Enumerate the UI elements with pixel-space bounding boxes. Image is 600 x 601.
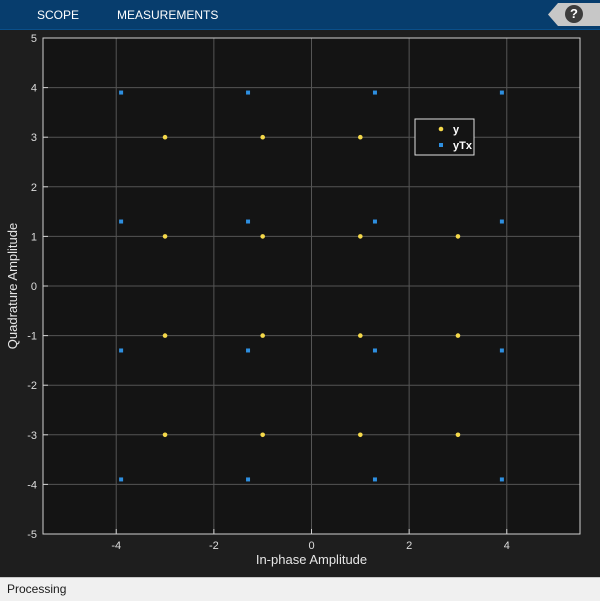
legend-marker-ytx bbox=[439, 143, 443, 147]
legend-label: y bbox=[453, 124, 460, 136]
x-axis-label: In-phase Amplitude bbox=[256, 552, 367, 567]
data-point-ytx bbox=[372, 90, 377, 95]
data-point-y bbox=[260, 432, 265, 438]
data-point-ytx bbox=[119, 219, 124, 224]
plot-area: -4 -2 0 2 4 -5 -4 -3 -2 -1 0 1 2 3 4 5 In-phase Amplitud… bbox=[0, 30, 600, 577]
data-point-ytx bbox=[499, 219, 504, 224]
legend-marker-y bbox=[438, 126, 444, 132]
data-point-y bbox=[455, 234, 461, 239]
data-point-y bbox=[162, 234, 168, 239]
data-point-y bbox=[455, 432, 461, 438]
data-point-ytx bbox=[246, 477, 251, 482]
y-tick-label: -4 bbox=[27, 479, 37, 491]
x-tick-label: 0 bbox=[308, 540, 314, 552]
data-point-ytx bbox=[246, 90, 251, 95]
data-point-y bbox=[455, 333, 461, 338]
data-point-ytx bbox=[499, 477, 504, 482]
y-tick-label: 4 bbox=[31, 83, 37, 95]
tab-scope[interactable]: SCOPE bbox=[37, 8, 80, 22]
data-point-y bbox=[162, 134, 168, 140]
x-tick-label: 4 bbox=[504, 540, 510, 552]
y-tick-label: 2 bbox=[31, 182, 37, 194]
x-tick-label: -2 bbox=[209, 540, 219, 552]
data-point-y bbox=[162, 333, 168, 338]
tab-measurements[interactable]: MEASUREMENTS bbox=[117, 8, 219, 22]
data-point-ytx bbox=[246, 348, 251, 353]
help-icon[interactable]: ? bbox=[565, 5, 583, 23]
y-tick-label: 3 bbox=[31, 132, 37, 144]
data-point-ytx bbox=[499, 348, 504, 353]
status-text: Processing bbox=[7, 582, 67, 596]
data-point-ytx bbox=[499, 90, 504, 95]
y-tick-label: -2 bbox=[27, 380, 37, 392]
data-point-ytx bbox=[119, 477, 124, 482]
data-point-y bbox=[162, 432, 168, 438]
data-point-ytx bbox=[246, 219, 251, 224]
y-tick-label: -1 bbox=[27, 331, 37, 343]
data-point-y bbox=[260, 134, 265, 140]
data-point-y bbox=[358, 432, 363, 438]
y-tick-label: 5 bbox=[31, 33, 37, 45]
data-point-y bbox=[358, 234, 363, 239]
data-point-y bbox=[260, 234, 265, 239]
x-tick-label: -4 bbox=[111, 540, 121, 552]
legend-label: yTx bbox=[453, 140, 473, 152]
y-tick-label: 1 bbox=[31, 231, 37, 243]
constellation-chart: -4 -2 0 2 4 -5 -4 -3 -2 -1 0 1 2 3 4 5 In-phase Amplitud… bbox=[5, 33, 581, 567]
toolbar: SCOPE MEASUREMENTS ? bbox=[0, 0, 600, 30]
data-point-y bbox=[260, 333, 265, 338]
y-axis-label: Quadrature Amplitude bbox=[5, 223, 20, 349]
y-tick-label: -5 bbox=[27, 529, 37, 541]
data-point-y bbox=[358, 134, 363, 140]
data-point-ytx bbox=[372, 219, 377, 224]
data-point-y bbox=[358, 333, 363, 338]
legend-box bbox=[414, 118, 475, 156]
x-tick-label: 2 bbox=[406, 540, 412, 552]
data-point-ytx bbox=[119, 90, 124, 95]
help-button[interactable]: ? bbox=[548, 0, 600, 29]
status-bar: Processing bbox=[0, 577, 600, 601]
data-point-ytx bbox=[372, 348, 377, 353]
data-point-ytx bbox=[372, 477, 377, 482]
data-point-ytx bbox=[119, 348, 124, 353]
y-tick-label: -3 bbox=[27, 430, 37, 442]
y-tick-label: 0 bbox=[31, 281, 37, 293]
